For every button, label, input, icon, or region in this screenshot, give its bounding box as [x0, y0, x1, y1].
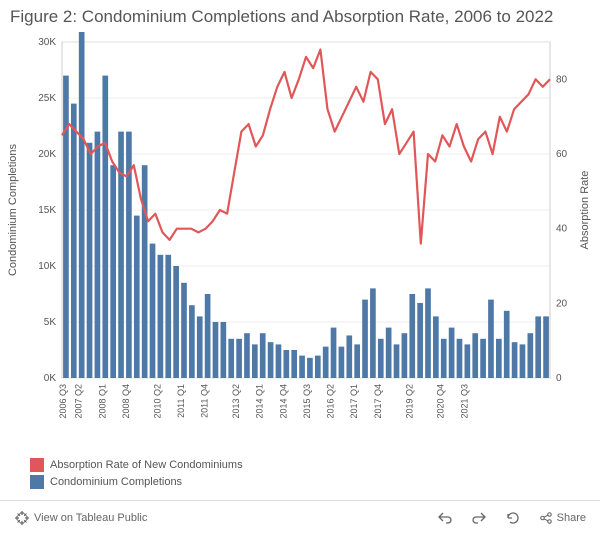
- svg-text:Condominium Completions: Condominium Completions: [7, 144, 19, 277]
- svg-text:15K: 15K: [38, 205, 56, 216]
- svg-text:2017 Q1: 2017 Q1: [349, 384, 359, 419]
- footer-right: Share: [431, 506, 592, 530]
- svg-text:2017 Q4: 2017 Q4: [373, 384, 383, 419]
- svg-text:2021 Q3: 2021 Q3: [459, 384, 469, 419]
- svg-text:2011 Q4: 2011 Q4: [200, 384, 210, 418]
- svg-text:20K: 20K: [38, 149, 56, 160]
- svg-text:2010 Q2: 2010 Q2: [152, 384, 162, 419]
- svg-text:2015 Q3: 2015 Q3: [302, 384, 312, 419]
- svg-text:80: 80: [556, 74, 568, 85]
- svg-text:2014 Q4: 2014 Q4: [278, 384, 288, 419]
- svg-text:60: 60: [556, 149, 568, 160]
- share-label: Share: [557, 512, 586, 524]
- chart-title: Figure 2: Condominium Completions and Ab…: [0, 0, 600, 32]
- svg-text:20: 20: [556, 298, 568, 309]
- chart-svg: 0K 5K 10K 15K 20K 25K 30K 0 20 40 60 80 2006 Q3 2007 …: [0, 32, 600, 452]
- legend-item-bar: Condominium Completions: [30, 475, 590, 489]
- view-on-tableau-button[interactable]: View on Tableau Public: [8, 506, 153, 530]
- svg-text:10K: 10K: [38, 261, 56, 272]
- legend: Absorption Rate of New Condominiums Cond…: [0, 452, 600, 500]
- share-button[interactable]: Share: [533, 507, 592, 529]
- svg-text:2016 Q2: 2016 Q2: [326, 384, 336, 419]
- svg-text:5K: 5K: [44, 317, 57, 328]
- footer-toolbar: View on Tableau Public Share: [0, 500, 600, 534]
- svg-text:40: 40: [556, 224, 568, 235]
- footer-left: View on Tableau Public: [8, 506, 153, 530]
- legend-item-line: Absorption Rate of New Condominiums: [30, 458, 590, 472]
- svg-text:30K: 30K: [38, 37, 56, 48]
- legend-label-line: Absorption Rate of New Condominiums: [50, 459, 243, 471]
- svg-text:2007 Q2: 2007 Q2: [74, 384, 84, 419]
- figure-container: { "title": "Figure 2: Condominium Comple…: [0, 0, 600, 534]
- redo-icon: [471, 510, 487, 526]
- svg-text:2011 Q1: 2011 Q1: [176, 384, 186, 418]
- svg-text:Absorption Rate: Absorption Rate: [579, 171, 591, 250]
- svg-text:0K: 0K: [44, 373, 57, 384]
- legend-swatch-line: [30, 458, 44, 472]
- redo-button[interactable]: [465, 506, 493, 530]
- legend-label-bar: Condominium Completions: [50, 476, 182, 488]
- chart-area: 0K 5K 10K 15K 20K 25K 30K 0 20 40 60 80 2006 Q3 2007 …: [0, 32, 600, 452]
- tableau-icon: [14, 510, 30, 526]
- svg-text:2006 Q3: 2006 Q3: [58, 384, 68, 419]
- legend-swatch-bar: [30, 475, 44, 489]
- undo-icon: [437, 510, 453, 526]
- svg-text:25K: 25K: [38, 93, 56, 104]
- reset-icon: [505, 510, 521, 526]
- reset-button[interactable]: [499, 506, 527, 530]
- svg-text:2013 Q2: 2013 Q2: [231, 384, 241, 419]
- share-icon: [539, 511, 553, 525]
- view-on-tableau-label: View on Tableau Public: [34, 512, 147, 524]
- svg-text:2008 Q4: 2008 Q4: [121, 384, 131, 419]
- svg-text:2019 Q2: 2019 Q2: [404, 384, 414, 419]
- undo-button[interactable]: [431, 506, 459, 530]
- svg-text:2020 Q4: 2020 Q4: [436, 384, 446, 419]
- svg-text:0: 0: [556, 373, 562, 384]
- svg-text:2008 Q1: 2008 Q1: [97, 384, 107, 419]
- svg-text:2014 Q1: 2014 Q1: [255, 384, 265, 419]
